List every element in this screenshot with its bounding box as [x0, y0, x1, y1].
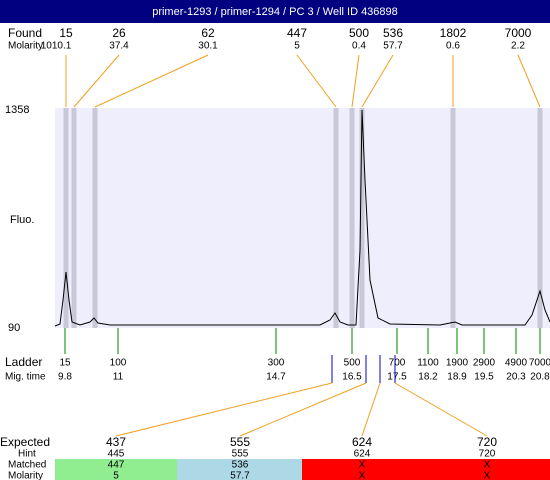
mig-time: 19.5	[474, 372, 494, 383]
expected-connector	[361, 382, 381, 437]
found-label: Found	[8, 26, 42, 40]
matched-molarity: X	[359, 471, 366, 480]
expected-connector	[394, 382, 488, 437]
unmatched-bar	[302, 459, 550, 480]
mig-time: 20.8	[530, 372, 550, 383]
hint: 720	[479, 449, 496, 460]
expected-connector	[115, 382, 333, 437]
peak-size: 15	[59, 26, 73, 40]
matched: 447	[108, 460, 125, 471]
expected-connector	[239, 382, 367, 437]
trace	[54, 109, 550, 327]
peak-connector	[351, 54, 360, 108]
peak-band	[71, 108, 77, 328]
mig-time: 17.5	[387, 372, 407, 383]
mig-time: 20.3	[506, 372, 526, 383]
ladder-size: 500	[344, 358, 361, 369]
peak-molarity: 30.1	[198, 41, 218, 52]
peak-molarity: 2.2	[511, 41, 525, 52]
peak-size: 7000	[505, 26, 532, 40]
ladder-size: 300	[268, 358, 285, 369]
mig-time: 14.7	[266, 372, 286, 383]
expected-size: 437	[106, 435, 126, 449]
peak-band	[450, 108, 456, 328]
matched-molarity: X	[484, 471, 491, 480]
molarity-label: Molarity	[8, 41, 43, 52]
mig-time: 18.9	[447, 372, 467, 383]
y-max-label: 1358	[5, 104, 29, 116]
expected-label: Expected	[0, 435, 50, 449]
peak-band	[63, 108, 69, 328]
ladder-size: 7000	[529, 358, 550, 369]
peak-molarity: 1010.1	[41, 41, 72, 52]
title: primer-1293 / primer-1294 / PC 3 / Well …	[152, 6, 398, 18]
ladder-size: 4900	[505, 358, 528, 369]
matched: 536	[232, 460, 249, 471]
matched-molarity: 5	[113, 471, 119, 480]
ladder-size: 100	[110, 358, 127, 369]
ladder-size: 15	[59, 358, 71, 369]
molarity-label: Molarity	[8, 471, 43, 480]
hint: 624	[354, 449, 371, 460]
title-bar	[0, 0, 550, 23]
ladder-size: 2900	[473, 358, 496, 369]
peak-band	[92, 108, 98, 328]
peak-molarity: 0.6	[446, 41, 460, 52]
expected-size: 624	[352, 435, 372, 449]
hint: 445	[108, 449, 125, 460]
peak-size: 62	[201, 26, 215, 40]
peak-band	[349, 108, 355, 328]
peak-molarity: 0.4	[352, 41, 366, 52]
peak-connector	[73, 54, 120, 108]
peak-connector	[296, 54, 337, 108]
mig-time: 11	[113, 372, 124, 383]
matched: X	[484, 460, 491, 471]
peak-band	[359, 108, 365, 328]
peak-size: 500	[349, 26, 369, 40]
peak-size: 26	[112, 26, 126, 40]
ladder-size: 700	[389, 358, 406, 369]
matched: X	[359, 460, 366, 471]
peak-connector	[94, 54, 209, 108]
y-axis-label: Fluo.	[10, 214, 34, 226]
ladder-label: Ladder	[5, 355, 42, 369]
mig-time: 16.5	[342, 372, 362, 383]
peak-connector	[517, 54, 541, 108]
hint-label: Hint	[18, 449, 36, 460]
expected-size: 720	[477, 435, 497, 449]
hint: 555	[232, 449, 249, 460]
peak-molarity: 37.4	[109, 41, 129, 52]
ladder-size: 1900	[446, 358, 469, 369]
mig-time-label: Mig. time	[5, 372, 46, 383]
mig-time: 18.2	[418, 372, 438, 383]
mig-time: 9.8	[58, 372, 72, 383]
peak-molarity: 57.7	[383, 41, 403, 52]
peak-connector	[361, 54, 394, 108]
matched-bar	[177, 459, 302, 480]
expected-size: 555	[230, 435, 250, 449]
peak-size: 1802	[440, 26, 467, 40]
matched-bar	[55, 459, 177, 480]
peak-size: 447	[287, 26, 307, 40]
matched-label: Matched	[8, 460, 46, 471]
peak-size: 536	[383, 26, 403, 40]
peak-molarity: 5	[294, 41, 300, 52]
ladder-size: 1100	[417, 358, 439, 369]
y-min-label: 90	[8, 322, 20, 334]
plot-area	[55, 108, 550, 328]
peak-band	[537, 108, 543, 328]
matched-molarity: 57.7	[230, 471, 250, 480]
peak-band	[333, 108, 339, 328]
